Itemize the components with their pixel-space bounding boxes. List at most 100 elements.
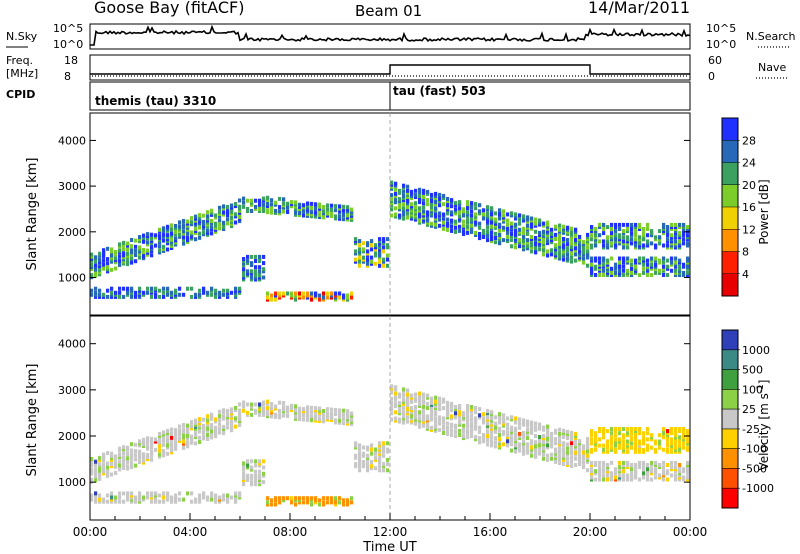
- velocity-cell: [482, 418, 486, 423]
- power-cell: [110, 286, 114, 291]
- velocity-cell: [306, 496, 310, 501]
- power-cell: [114, 266, 118, 271]
- power-cell: [618, 235, 622, 240]
- velocity-cell: [130, 463, 134, 467]
- velocity-cell: [294, 496, 298, 501]
- velocity-cell: [94, 497, 98, 502]
- velocity-cell: [114, 495, 118, 500]
- power-cell: [662, 260, 666, 265]
- power-cell: [318, 297, 322, 302]
- power-cell: [278, 209, 282, 214]
- velocity-cell: [238, 491, 242, 496]
- power-cell: [214, 225, 218, 230]
- power-cell: [530, 235, 534, 239]
- power-cell: [158, 244, 162, 249]
- power-cell: [438, 217, 442, 222]
- power-cell: [482, 214, 486, 219]
- power-cell: [678, 266, 682, 271]
- power-cell: [242, 269, 246, 274]
- velocity-cell: [242, 482, 246, 487]
- power-cell: [222, 292, 226, 297]
- velocity-cell: [378, 443, 382, 448]
- velocity-cell: [594, 460, 598, 465]
- power-cell: [638, 243, 642, 248]
- velocity-cell: [482, 412, 486, 417]
- velocity-cell: [674, 437, 678, 442]
- power-cell: [222, 210, 226, 215]
- power-cell: [666, 273, 670, 277]
- velocity-cell: [454, 405, 458, 409]
- velocity-cell: [654, 463, 658, 467]
- power-cell: [406, 193, 410, 197]
- power-cell: [438, 213, 442, 218]
- velocity-cell: [210, 425, 214, 430]
- velocity-cell: [678, 427, 682, 431]
- velocity-cell: [130, 448, 134, 453]
- colorbar-tick-label: 4: [742, 268, 749, 281]
- power-cell: [666, 266, 670, 271]
- velocity-cell: [130, 456, 134, 461]
- power-cell: [602, 239, 606, 244]
- velocity-cell: [258, 475, 262, 480]
- velocity-cell: [146, 495, 150, 500]
- velocity-cell: [174, 499, 178, 504]
- power-cell: [630, 233, 634, 238]
- power-cell: [466, 204, 470, 209]
- velocity-cell: [202, 417, 206, 422]
- power-cell: [238, 219, 242, 224]
- velocity-cell: [150, 449, 154, 454]
- velocity-cell: [446, 421, 450, 426]
- velocity-cell: [678, 443, 682, 448]
- power-cell: [270, 198, 274, 203]
- velocity-cell: [662, 429, 666, 434]
- colorbar-tick-label: 25: [742, 403, 756, 416]
- power-cell: [218, 209, 222, 214]
- power-cell: [90, 292, 94, 297]
- velocity-cell: [374, 466, 378, 471]
- power-cell: [506, 235, 510, 239]
- velocity-cell: [370, 443, 374, 448]
- power-cell: [138, 245, 142, 250]
- power-cell: [662, 273, 666, 277]
- velocity-cell: [114, 454, 118, 459]
- velocity-cell: [674, 475, 678, 480]
- power-cell: [614, 266, 618, 271]
- velocity-cell: [534, 434, 538, 438]
- power-cell: [522, 235, 526, 239]
- velocity-cell: [250, 459, 254, 464]
- velocity-cell: [342, 408, 346, 413]
- velocity-cell: [214, 417, 218, 422]
- velocity-cell: [430, 425, 434, 430]
- nsky-right-tick-top: 10^5: [706, 22, 736, 35]
- velocity-cell: [266, 500, 270, 505]
- power-cell: [106, 269, 110, 274]
- velocity-cell: [510, 429, 514, 434]
- velocity-cell: [154, 493, 158, 498]
- power-cell: [338, 206, 342, 211]
- velocity-cell: [314, 418, 318, 423]
- power-cell: [166, 241, 170, 246]
- velocity-cell: [314, 500, 318, 505]
- velocity-cell: [466, 422, 470, 427]
- power-cell: [582, 256, 586, 261]
- power-cell: [522, 245, 526, 250]
- power-cell: [198, 294, 202, 299]
- power-cell: [198, 219, 202, 224]
- velocity-cell: [534, 442, 538, 447]
- velocity-cell: [230, 409, 234, 414]
- power-cell: [174, 288, 178, 293]
- power-cell: [150, 236, 154, 241]
- power-cell: [682, 222, 686, 227]
- power-cell: [634, 266, 638, 271]
- velocity-cell: [282, 401, 286, 406]
- velocity-cell: [186, 425, 190, 430]
- velocity-cell: [642, 439, 646, 444]
- power-cell: [166, 233, 170, 238]
- velocity-cell: [226, 415, 230, 420]
- velocity-cell: [242, 478, 246, 482]
- velocity-cell: [346, 415, 350, 420]
- velocity-cell: [666, 429, 670, 434]
- velocity-cell: [478, 407, 482, 412]
- x-tick-label: 04:00: [173, 525, 208, 539]
- velocity-cell: [110, 495, 114, 500]
